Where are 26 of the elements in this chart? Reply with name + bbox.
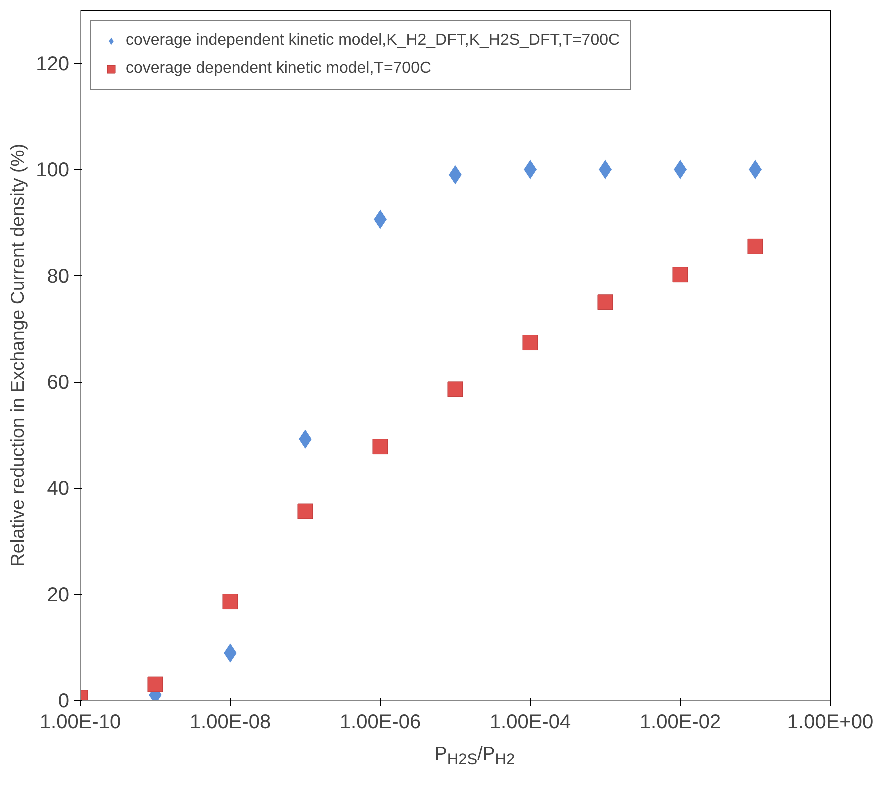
y-tick-label: 0 xyxy=(58,690,70,712)
point xyxy=(372,439,388,455)
point xyxy=(748,238,764,254)
y-axis-title: Relative reduction in Exchange Current density (%) xyxy=(7,144,28,568)
x-axis-title: P$_{H2S}$/P$_{H2}$ xyxy=(434,742,516,771)
point xyxy=(598,294,614,310)
point xyxy=(448,382,464,398)
point xyxy=(222,594,238,610)
x-tick-label: 1.00E-02 xyxy=(640,712,722,734)
x-tick-label: 1.00E-06 xyxy=(340,712,422,734)
point xyxy=(148,676,164,692)
x-tick-label: 1.00E-08 xyxy=(190,712,272,734)
y-tick-label: 20 xyxy=(47,584,70,606)
y-tick-label: 80 xyxy=(47,266,70,288)
point xyxy=(522,335,538,351)
point xyxy=(298,504,314,520)
legend-label: coverage independent kinetic model,K_H2_DFT,K_H2S_DFT,T=700C xyxy=(126,32,620,50)
x-tick-label: 1.00E-04 xyxy=(490,712,572,734)
x-tick-label: 1.00E+00 xyxy=(787,712,874,734)
y-tick-label: 40 xyxy=(47,478,70,500)
y-tick-label: 60 xyxy=(47,372,70,394)
legend-label: coverage dependent kinetic model,T=700C xyxy=(126,60,432,78)
y-tick-label: 120 xyxy=(36,54,70,76)
y-tick-label: 100 xyxy=(36,160,70,182)
point xyxy=(672,267,688,283)
x-tick-label: 1.00E-10 xyxy=(40,712,122,734)
